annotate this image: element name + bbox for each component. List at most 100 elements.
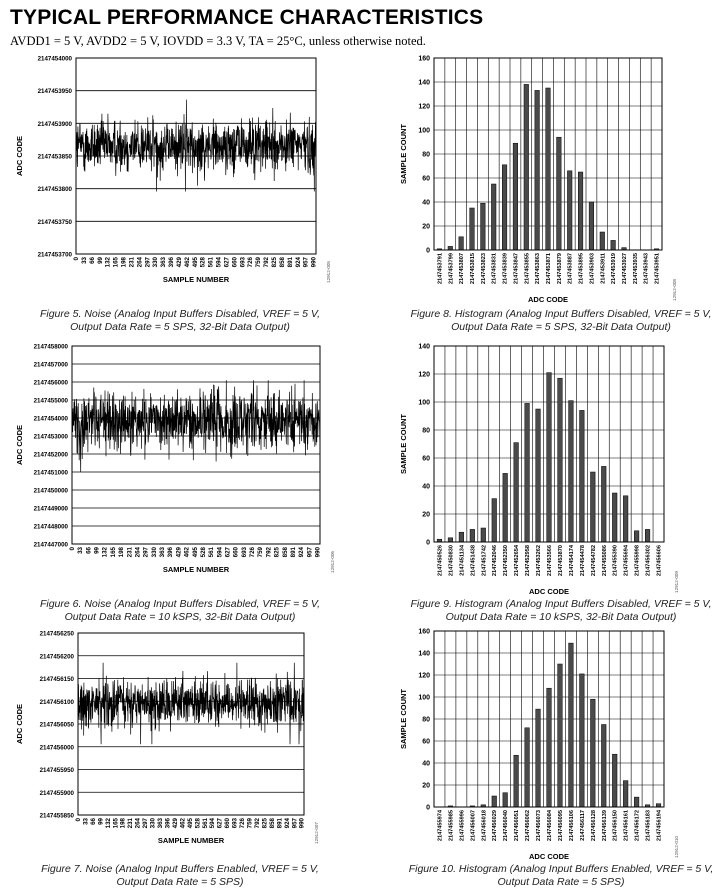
x-tick-label: 198 xyxy=(121,256,128,267)
x-tick-label: 759 xyxy=(255,256,262,267)
x-axis-title: SAMPLE NUMBER xyxy=(158,836,225,845)
figure-code: 12912-005 xyxy=(326,261,331,283)
x-tick-label: 2147453847 xyxy=(513,253,519,284)
histogram-bar xyxy=(512,142,518,251)
x-tick-label: 726 xyxy=(247,256,254,267)
histogram-bar xyxy=(612,492,618,543)
x-tick-label: 2147456095 xyxy=(558,810,564,841)
x-tick-label: 2147456150 xyxy=(613,810,619,841)
y-axis-title: SAMPLE COUNT xyxy=(399,124,408,184)
y-tick-label: 160 xyxy=(418,56,430,63)
figure-5-caption-line2: Output Data Rate = 5 SPS, 32-Bit Data Ou… xyxy=(70,321,290,333)
x-tick-label: 2147453919 xyxy=(611,253,617,284)
histogram-bar xyxy=(588,201,594,251)
x-tick-label: 792 xyxy=(254,817,261,828)
x-tick-label: 792 xyxy=(263,256,270,267)
x-tick-label: 198 xyxy=(118,546,125,557)
x-tick-label: 2147452958 xyxy=(525,545,531,576)
x-tick-label: 627 xyxy=(223,256,230,267)
histogram-bar xyxy=(523,84,529,251)
x-tick-label: 891 xyxy=(290,546,297,557)
y-tick-label: 2147453900 xyxy=(38,121,73,128)
x-tick-label: 990 xyxy=(299,817,306,828)
x-axis-title: ADC CODE xyxy=(529,587,569,596)
x-tick-label: 2147456073 xyxy=(536,810,542,841)
y-axis-title: SAMPLE COUNT xyxy=(399,689,408,749)
x-tick-label: 2147456007 xyxy=(470,810,476,841)
histogram-bar xyxy=(502,473,508,543)
y-tick-label: 2147455000 xyxy=(34,398,69,405)
x-tick-label: 66 xyxy=(85,546,92,553)
x-tick-label: 561 xyxy=(202,817,209,828)
x-tick-label: 660 xyxy=(224,817,231,828)
figure-10-caption-line2: Output Data Rate = 5 SPS) xyxy=(497,876,625,888)
histogram-bar xyxy=(458,531,464,543)
x-tick-label: 825 xyxy=(274,546,281,557)
x-tick-label: 891 xyxy=(276,817,283,828)
x-axis-title: SAMPLE NUMBER xyxy=(163,565,230,574)
x-tick-label: 429 xyxy=(176,256,183,267)
x-tick-label: 2147456194 xyxy=(657,809,663,841)
y-tick-label: 2147453700 xyxy=(38,252,73,259)
y-tick-label: 2147452000 xyxy=(34,452,69,459)
noise-trace xyxy=(71,380,321,473)
x-tick-label: 924 xyxy=(298,546,305,557)
x-tick-label: 924 xyxy=(295,256,302,267)
y-tick-label: 2147455900 xyxy=(40,790,75,797)
x-tick-label: 2147453895 xyxy=(579,253,585,284)
figure-5-svg: 2147453700 2147453750 2147453800 2147453850… xyxy=(15,56,331,285)
x-tick-label: 0 xyxy=(69,546,76,550)
histogram-bar xyxy=(568,400,574,543)
x-tick-label: 726 xyxy=(239,817,246,828)
x-tick-label: 2147455694 xyxy=(624,544,630,576)
noise-trace xyxy=(75,99,317,192)
y-tick-label: 2147453800 xyxy=(38,186,73,193)
figure-8-caption: Figure 8. Histogram (Analog Input Buffer… xyxy=(396,308,726,334)
x-tick-label: 990 xyxy=(315,546,322,557)
figure-5-caption-line1: Figure 5. Noise (Analog Input Buffers Di… xyxy=(39,308,321,320)
y-tick-label: 2147454000 xyxy=(38,56,73,63)
page-title: TYPICAL PERFORMANCE CHARACTERISTICS xyxy=(10,6,484,29)
figure-7-caption: Figure 7. Noise (Analog Input Buffers En… xyxy=(10,863,350,889)
y-tick-label: 80 xyxy=(422,152,430,159)
y-tick-label: 100 xyxy=(418,400,430,407)
x-tick-label: 561 xyxy=(208,256,215,267)
histogram-bar xyxy=(546,372,552,543)
y-tick-label: 2147453750 xyxy=(38,219,73,226)
y-axis-title: SAMPLE COUNT xyxy=(399,414,408,474)
histogram-bar xyxy=(623,780,629,808)
figure-7-caption-line1: Figure 7. Noise (Analog Input Buffers En… xyxy=(41,863,319,875)
figure-9-caption-line1: Figure 9. Histogram (Analog Input Buffer… xyxy=(410,598,712,610)
figure-10-caption: Figure 10. Histogram (Analog Input Buffe… xyxy=(396,863,726,889)
x-tick-label: 891 xyxy=(287,256,294,267)
x-tick-label: 2147453951 xyxy=(655,253,661,284)
x-tick-label: 264 xyxy=(136,256,143,267)
x-tick-label: 0 xyxy=(73,256,80,260)
y-tick-label: 2147453950 xyxy=(38,88,73,95)
x-tick-label: 957 xyxy=(291,817,298,828)
x-tick-label: 66 xyxy=(90,817,97,824)
x-tick-label: 297 xyxy=(144,256,151,267)
figure-6-chart: 2147447000 2147448000 2147449000 2147450000… xyxy=(8,340,335,590)
x-tick-label: 858 xyxy=(279,256,286,267)
histogram-bar xyxy=(491,498,497,543)
histogram-bar xyxy=(578,171,584,251)
x-tick-label: 2147451742 xyxy=(481,545,487,576)
x-tick-label: 462 xyxy=(184,256,191,267)
x-tick-label: 264 xyxy=(134,546,141,557)
x-tick-label: 2147455974 xyxy=(437,809,443,841)
y-tick-label: 2147456200 xyxy=(40,653,75,660)
x-axis-title: SAMPLE NUMBER xyxy=(163,275,230,284)
x-tick-label: 528 xyxy=(200,546,207,557)
x-tick-label: 759 xyxy=(257,546,264,557)
figure-9-caption: Figure 9. Histogram (Analog Input Buffer… xyxy=(396,598,726,624)
histogram-bar xyxy=(634,796,640,808)
x-tick-label: 165 xyxy=(112,817,119,828)
histogram-bar xyxy=(491,795,497,808)
x-tick-label: 2147456018 xyxy=(481,810,487,841)
x-tick-label: 132 xyxy=(102,546,109,557)
x-tick-label: 330 xyxy=(152,256,159,267)
x-tick-label: 528 xyxy=(194,817,201,828)
y-axis-title: ADC CODE xyxy=(15,136,24,176)
x-tick-label: 594 xyxy=(216,256,223,267)
